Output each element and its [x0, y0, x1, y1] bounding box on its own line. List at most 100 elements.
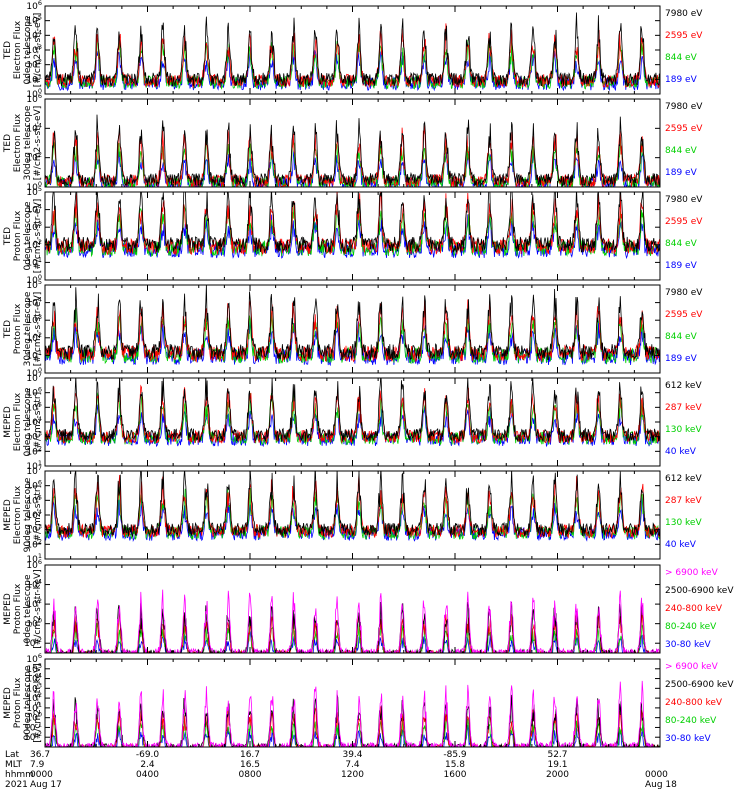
- legend-entry: 7980 eV: [665, 102, 703, 112]
- series-line: [45, 706, 660, 747]
- y-tick-label: 103: [26, 523, 42, 536]
- y-axis-label-line: Electron Flux: [13, 392, 23, 451]
- y-axis-label: TEDProton Flux30deg telescope[#/cm2-s-st…: [3, 291, 43, 366]
- y-tick-label: 10-1: [24, 720, 42, 733]
- y-axis-label-line: 90deg telescope: [23, 665, 33, 740]
- y-tick-label: 101: [26, 348, 42, 361]
- y-tick-label: 10-2: [24, 730, 42, 743]
- panel-frame: [44, 191, 661, 281]
- time-axis-value: 7.4: [345, 760, 360, 770]
- y-axis-label-line: [#/cm2-s-str-keV]: [33, 569, 43, 648]
- legend-entry: 240-800 keV: [665, 698, 723, 708]
- y-tick-label: 104: [26, 28, 42, 41]
- time-axis-row-label: 2021: [5, 780, 28, 790]
- time-axis-value: 2.4: [140, 760, 155, 770]
- time-axis-value: 16.5: [240, 760, 260, 770]
- y-tick-label: 105: [26, 400, 42, 413]
- panel-traces: [45, 285, 660, 367]
- series-line: [45, 471, 660, 538]
- y-tick-label: 103: [26, 313, 42, 326]
- time-axis-value: Aug 18: [645, 780, 677, 790]
- y-axis-label-line: TED: [3, 134, 13, 153]
- y-axis-label-line: 0deg telescope: [23, 15, 33, 85]
- legend-entry: 612 keV: [665, 381, 702, 391]
- legend-entry: 844 eV: [665, 239, 698, 249]
- y-axis-label-line: 90deg telescope: [23, 477, 33, 552]
- panel-frame: [44, 98, 661, 188]
- series-line: [45, 285, 660, 361]
- series-line: [45, 192, 660, 255]
- y-axis-label-line: 0deg telescope: [23, 201, 33, 271]
- panel-traces: [45, 12, 660, 92]
- y-tick-label: 100: [26, 180, 42, 193]
- y-tick-label: 101: [26, 72, 42, 85]
- y-tick-label: 102: [26, 537, 42, 550]
- legend-entry: 287 keV: [665, 496, 702, 506]
- y-tick-label: 102: [26, 597, 42, 610]
- y-axis-label-line: 30deg telescope: [23, 105, 33, 180]
- y-axis-label-line: [#/cm2-s-str]: [33, 485, 43, 545]
- legend-entry: > 6900 keV: [665, 662, 719, 672]
- panel-traces: [45, 192, 660, 260]
- y-axis-label: TEDProton Flux0deg telescope[#/cm2-s-str…: [3, 199, 43, 274]
- y-tick-label: 104: [26, 672, 42, 685]
- time-axis-value: 39.4: [342, 750, 362, 760]
- time-axis-value: 7.9: [30, 760, 45, 770]
- legend-entry: 30-80 keV: [665, 640, 711, 650]
- legend-entry: > 6900 keV: [665, 568, 719, 578]
- legend-entry: 130 keV: [665, 425, 702, 435]
- y-axis-label-line: MEPED: [3, 406, 13, 438]
- y-tick-label: 101: [26, 701, 42, 714]
- y-tick-label: 106: [26, 558, 42, 571]
- legend-entry: 844 eV: [665, 332, 698, 342]
- series-line: [45, 384, 660, 445]
- y-axis-label-line: 0deg telescope: [23, 387, 33, 457]
- legend-entry: 7980 eV: [665, 9, 703, 19]
- series-line: [45, 299, 660, 363]
- legend-entry: 287 keV: [665, 403, 702, 413]
- y-tick-label: 106: [26, 479, 42, 492]
- panel-traces: [45, 471, 660, 543]
- panel-frame: [44, 470, 661, 560]
- y-tick-label: 105: [26, 185, 42, 198]
- y-tick-label: 103: [26, 43, 42, 56]
- time-axis-value: 0400: [136, 770, 159, 780]
- panel-frame: [44, 658, 661, 748]
- time-axis-value: 36.7: [30, 750, 50, 760]
- y-tick-label: 101: [26, 552, 42, 565]
- y-tick-label: 104: [26, 203, 42, 216]
- legend-entry: 189 eV: [665, 168, 698, 178]
- y-tick-label: 101: [26, 255, 42, 268]
- time-axis-value: 52.7: [547, 750, 567, 760]
- y-tick-label: 103: [26, 220, 42, 233]
- y-axis-label-line: TED: [3, 41, 13, 60]
- y-tick-label: 106: [26, 0, 42, 12]
- series-line: [45, 680, 660, 747]
- panel-8: 10-210-1100101102103104105106MEPEDProton…: [3, 652, 734, 748]
- time-axis-value: 2000: [546, 770, 569, 780]
- legend-entry: 2500-6900 keV: [665, 680, 734, 690]
- panel-traces: [45, 680, 660, 747]
- series-line: [45, 694, 660, 747]
- y-tick-label: 105: [26, 493, 42, 506]
- panel-traces: [45, 589, 660, 653]
- panel-frame: [44, 377, 661, 467]
- y-tick-label: 106: [26, 92, 42, 105]
- legend-entry: 2595 eV: [665, 31, 703, 41]
- y-axis-label: MEPEDElectron Flux90deg telescope[#/cm2-…: [3, 477, 43, 552]
- y-axis-label-line: Proton Flux: [13, 210, 23, 261]
- y-axis-label-line: Proton Flux: [13, 303, 23, 354]
- y-axis-label: TEDElectron Flux30deg telescope[#/cm2-s-…: [3, 105, 43, 180]
- legend-entry: 130 keV: [665, 518, 702, 528]
- y-tick-label: 100: [26, 366, 42, 379]
- time-axis-row-label: MLT: [5, 760, 23, 770]
- y-tick-label: 102: [26, 691, 42, 704]
- y-tick-label: 105: [26, 278, 42, 291]
- y-tick-label: 106: [26, 386, 42, 399]
- y-axis-label-line: MEPED: [3, 687, 13, 719]
- y-axis-label-line: 30deg telescope: [23, 291, 33, 366]
- time-axis-row-label: Lat: [5, 750, 20, 760]
- y-tick-label: 104: [26, 121, 42, 134]
